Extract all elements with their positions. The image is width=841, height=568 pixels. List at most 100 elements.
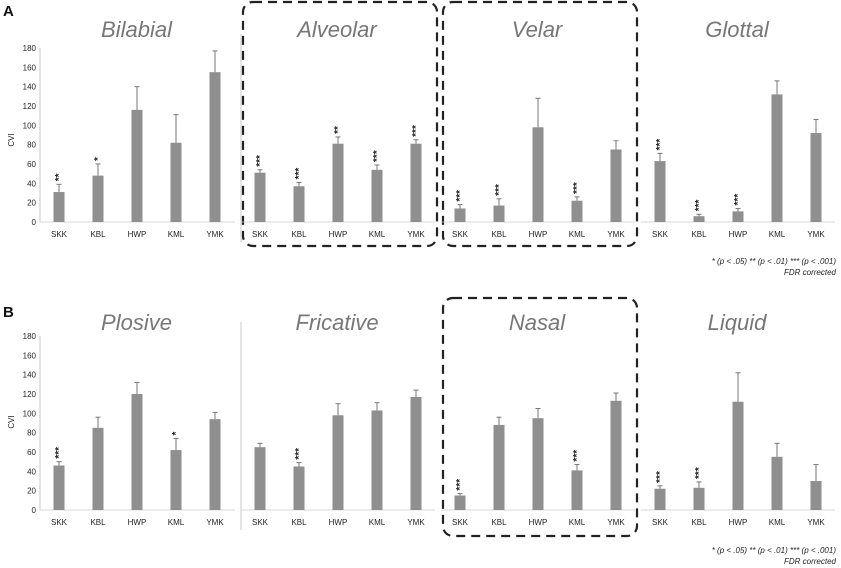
panel-b-fricative-category-label: YMK	[407, 518, 425, 527]
panel-b-nasal-category-label: HWP	[529, 518, 548, 527]
panel-b-nasal-category-label: YMK	[607, 518, 625, 527]
panel-a-glottal-bar-ymk	[810, 133, 822, 222]
panel-a-y-tick-label: 120	[23, 102, 37, 111]
panel-a-bilabial-category-label: HWP	[128, 230, 147, 239]
panel-b-y-tick-label: 100	[23, 409, 37, 418]
panel-a-velar-bar-skk	[454, 208, 466, 222]
panel-b-fricative-bar-hwp	[332, 415, 344, 510]
panel-b-nasal-category-label: KML	[569, 518, 586, 527]
panel-a-velar-bar-kbl	[493, 205, 505, 222]
panel-b-plosive-bar-skk	[53, 465, 65, 510]
panel-b-y-tick-label: 60	[27, 448, 36, 457]
panel-a-glottal-significance-kbl: ***	[694, 199, 705, 211]
panel-b-liquid-significance-kbl: ***	[694, 467, 705, 479]
panel-b-nasal-bar-hwp	[532, 418, 544, 510]
panel-b-letter: B	[3, 304, 14, 321]
panel-a-alveolar-significance-hwp: **	[333, 126, 344, 134]
panel-b-plosive-bar-kbl	[92, 427, 104, 510]
panel-a-y-tick-label: 40	[27, 179, 36, 188]
panel-a-y-tick-label: 160	[23, 63, 37, 72]
panel-b-nasal-bar-kml	[571, 470, 583, 510]
panel-a-bilabial-category-label: YMK	[206, 230, 224, 239]
panel-b-liquid-category-label: SKK	[652, 518, 669, 527]
panel-a-velar-category-label: HWP	[529, 230, 548, 239]
panel-a-bilabial-bar-hwp	[131, 109, 143, 222]
panel-b-liquid-bar-ymk	[810, 481, 822, 510]
panel-b-nasal-bar-kbl	[493, 424, 505, 510]
panel-b-liquid-title: Liquid	[708, 310, 767, 335]
panel-b-fricative-category-label: KML	[369, 518, 386, 527]
panel-b-legend-significance: * (p < .05) ** (p < .01) *** (p < .001)	[712, 546, 837, 555]
panel-b-liquid-bar-skk	[654, 488, 666, 510]
panel-a-glottal-category-label: YMK	[807, 230, 825, 239]
panel-a-velar-category-label: KBL	[491, 230, 507, 239]
panel-a-glottal-title: Glottal	[705, 17, 770, 42]
panel-a-legend-fdr: FDR corrected	[784, 268, 837, 277]
panel-b-plosive-title: Plosive	[101, 310, 172, 335]
panel-a-glottal-significance-hwp: ***	[733, 194, 744, 206]
panel-a-glottal-category-label: KML	[769, 230, 786, 239]
panel-a-alveolar-bar-kbl	[293, 186, 305, 222]
panel-a-bilabial-category-label: SKK	[51, 230, 68, 239]
panel-b-y-tick-label: 80	[27, 429, 36, 438]
panel-b-y-tick-label: 40	[27, 467, 36, 476]
panel-a-velar-title: Velar	[512, 17, 564, 42]
panel-b-liquid-category-label: HWP	[729, 518, 748, 527]
panel-b-nasal-category-label: KBL	[491, 518, 507, 527]
panel-b-nasal-bar-skk	[454, 495, 466, 510]
panel-a-velar-significance-kml: ***	[572, 182, 583, 194]
panel-a-y-tick-label: 140	[23, 83, 37, 92]
panel-a-y-tick-label: 0	[32, 218, 37, 227]
panel-a-alveolar-bar-ymk	[410, 143, 422, 222]
panel-b-plosive-category-label: SKK	[51, 518, 68, 527]
panel-a-y-tick-label: 80	[27, 141, 36, 150]
panel-a-bilabial-bar-kml	[170, 142, 182, 222]
panel-a-bilabial-bar-skk	[53, 192, 65, 222]
panel-a-y-tick-label: 20	[27, 199, 36, 208]
panel-b-liquid-bar-hwp	[732, 401, 744, 510]
panel-a-bilabial-title: Bilabial	[101, 17, 173, 42]
panel-a-y-tick-label: 100	[23, 121, 37, 130]
panel-a-alveolar-significance-kml: ***	[372, 150, 383, 162]
panel-b-liquid-bar-kbl	[693, 487, 705, 510]
panel-a-glottal-category-label: SKK	[652, 230, 669, 239]
panel-b-y-tick-label: 140	[23, 371, 37, 380]
panel-b-nasal-category-label: SKK	[452, 518, 469, 527]
panel-a-y-axis-label: CVI	[7, 133, 16, 146]
panel-b-fricative-category-label: KBL	[291, 518, 307, 527]
panel-b-fricative-significance-kbl: ***	[294, 448, 305, 460]
panel-a-y-tick-label: 180	[23, 44, 37, 53]
panel-a-alveolar-bar-skk	[254, 172, 266, 222]
panel-a-alveolar-bar-kml	[371, 169, 383, 222]
panel-a-y-tick-label: 60	[27, 160, 36, 169]
panel-b-fricative-bar-skk	[254, 447, 266, 510]
panel-b-nasal-significance-kml: ***	[572, 450, 583, 462]
panel-b-fricative-bar-ymk	[410, 396, 422, 510]
panel-a-alveolar-title: Alveolar	[295, 17, 378, 42]
panel-b-fricative-bar-kbl	[293, 466, 305, 510]
chart-marks: 0 20 40 60 80 100 120 140 160 180 Bilabial SKK ** KBL…	[23, 0, 835, 538]
panel-a-velar-significance-skk: ***	[455, 190, 466, 202]
panel-a-alveolar-category-label: HWP	[329, 230, 348, 239]
panel-a-bilabial-bar-kbl	[92, 175, 104, 222]
panel-a-bilabial-significance-skk: **	[54, 173, 65, 181]
panel-b-plosive-category-label: HWP	[128, 518, 147, 527]
panel-b-plosive-category-label: YMK	[206, 518, 224, 527]
panel-a-alveolar-significance-ymk: ***	[411, 125, 422, 137]
panel-a-glottal-bar-kml	[771, 94, 783, 222]
panel-a-alveolar-category-label: KML	[369, 230, 386, 239]
panel-a-glottal-category-label: HWP	[729, 230, 748, 239]
panel-b-y-tick-label: 20	[27, 487, 36, 496]
panel-b-liquid-category-label: YMK	[807, 518, 825, 527]
panel-a: A CVI * (p < .05) ** (p < .01) *** (p < …	[3, 3, 837, 277]
panel-b-fricative-category-label: SKK	[252, 518, 269, 527]
panel-a-velar-category-label: KML	[569, 230, 586, 239]
panel-a-alveolar-significance-kbl: ***	[294, 168, 305, 180]
panel-a-glottal-bar-skk	[654, 161, 666, 222]
panel-a-legend-significance: * (p < .05) ** (p < .01) *** (p < .001)	[712, 257, 837, 266]
panel-b-nasal-highlight-box	[441, 296, 639, 538]
panel-a-velar-bar-ymk	[610, 149, 622, 222]
panel-a-alveolar-significance-skk: ***	[255, 155, 266, 167]
panel-a-velar-highlight-box	[441, 0, 639, 248]
